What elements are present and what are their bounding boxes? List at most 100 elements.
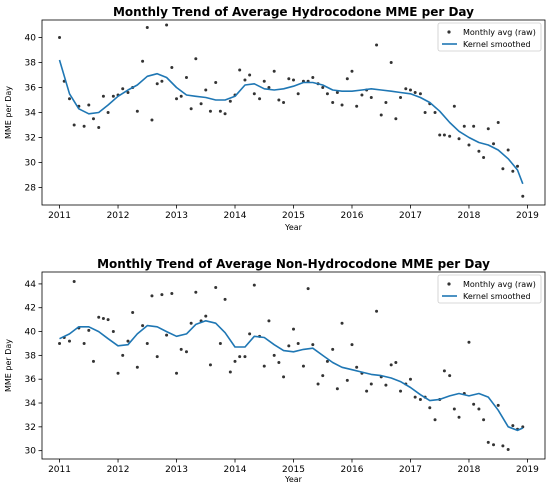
raw-data-point [516, 164, 520, 168]
raw-data-point [111, 330, 115, 334]
raw-data-point [233, 359, 237, 363]
raw-data-point [482, 156, 486, 159]
x-tick-label: 2012 [107, 465, 130, 475]
raw-data-point [452, 407, 456, 411]
raw-data-point [145, 26, 149, 29]
raw-data-point [296, 92, 300, 96]
raw-data-point [150, 294, 154, 298]
raw-data-point [311, 76, 315, 79]
y-tick-label: 34 [25, 109, 37, 119]
raw-data-point [208, 363, 212, 367]
raw-data-point [97, 315, 101, 319]
x-tick-label: 2011 [48, 465, 71, 475]
x-tick-label: 2018 [458, 465, 481, 475]
raw-data-point [135, 365, 139, 369]
raw-data-point [408, 88, 412, 92]
raw-data-point [486, 440, 490, 444]
chart-title: Monthly Trend of Average Hydrocodone MME… [113, 5, 474, 19]
chart-title: Monthly Trend of Average Non-Hydrocodone… [97, 257, 490, 271]
raw-data-point [223, 297, 227, 301]
raw-data-point [321, 86, 325, 89]
raw-data-point [287, 344, 291, 348]
y-tick-label: 34 [25, 399, 37, 409]
raw-data-point [331, 347, 335, 351]
raw-data-point [311, 343, 315, 347]
raw-data-point [87, 328, 91, 332]
raw-data-point [467, 143, 471, 147]
raw-data-point [91, 359, 95, 363]
raw-data-point [184, 350, 188, 354]
y-tick-label: 32 [25, 423, 36, 433]
x-tick-label: 2015 [282, 211, 305, 221]
raw-data-point [267, 319, 271, 323]
y-tick-label: 44 [25, 280, 37, 290]
x-tick-label: 2014 [224, 465, 247, 475]
raw-data-point [243, 355, 247, 359]
raw-data-point [116, 371, 120, 375]
y-tick-label: 38 [25, 351, 37, 361]
raw-data-point [67, 97, 71, 101]
smoothed-line [59, 320, 524, 432]
raw-data-point [97, 126, 101, 129]
raw-data-point [486, 127, 490, 131]
raw-data-point [506, 447, 510, 451]
y-tick-label: 38 [25, 59, 37, 69]
raw-data-point [208, 109, 212, 113]
raw-data-point [501, 444, 505, 448]
raw-data-point [160, 79, 164, 83]
raw-data-point [58, 341, 62, 345]
raw-data-point [72, 280, 76, 284]
raw-data-point [282, 375, 286, 379]
raw-data-point [477, 149, 481, 153]
legend-label: Monthly avg (raw) [463, 280, 536, 289]
raw-data-point [394, 117, 398, 121]
raw-data-point [325, 359, 329, 363]
raw-data-point [170, 291, 174, 295]
raw-data-point [521, 194, 525, 198]
y-tick-label: 28 [25, 184, 37, 194]
raw-data-point [272, 69, 276, 73]
raw-data-point [106, 111, 110, 114]
raw-data-point [477, 407, 481, 411]
raw-data-point [252, 92, 256, 96]
raw-data-point [155, 355, 159, 359]
raw-data-point [457, 137, 461, 141]
raw-data-point [496, 121, 500, 124]
raw-data-point [150, 118, 154, 122]
raw-data-point [160, 293, 164, 297]
raw-data-point [375, 43, 379, 47]
raw-data-point [423, 111, 427, 114]
raw-data-point [399, 96, 403, 99]
y-tick-label: 32 [25, 134, 36, 144]
raw-data-point [501, 167, 505, 171]
raw-data-point [189, 107, 193, 111]
raw-data-point [316, 382, 320, 386]
raw-data-point [345, 77, 349, 81]
raw-data-point [384, 101, 388, 104]
x-tick-label: 2015 [282, 465, 305, 475]
raw-data-point [472, 124, 476, 128]
raw-data-point [340, 321, 344, 325]
raw-data-point [306, 287, 310, 291]
raw-data-point [325, 92, 329, 96]
y-tick-label: 42 [25, 304, 36, 314]
raw-data-point [204, 88, 208, 92]
legend-marker-points [447, 30, 451, 34]
raw-data-point [238, 355, 242, 359]
raw-data-point [165, 333, 169, 337]
raw-data-point [277, 361, 281, 365]
legend-box [437, 22, 542, 52]
x-tick-label: 2013 [165, 211, 188, 221]
raw-data-point [82, 124, 86, 128]
raw-data-point [350, 69, 354, 73]
raw-data-point [145, 341, 149, 345]
raw-data-point [82, 341, 86, 345]
raw-data-point [360, 93, 364, 97]
raw-data-point [287, 77, 291, 81]
x-axis-label: Year [284, 223, 303, 232]
raw-data-point [248, 73, 252, 77]
raw-data-point [335, 387, 339, 391]
raw-data-point [218, 341, 222, 345]
y-tick-label: 30 [25, 159, 37, 169]
raw-data-point [389, 61, 393, 64]
